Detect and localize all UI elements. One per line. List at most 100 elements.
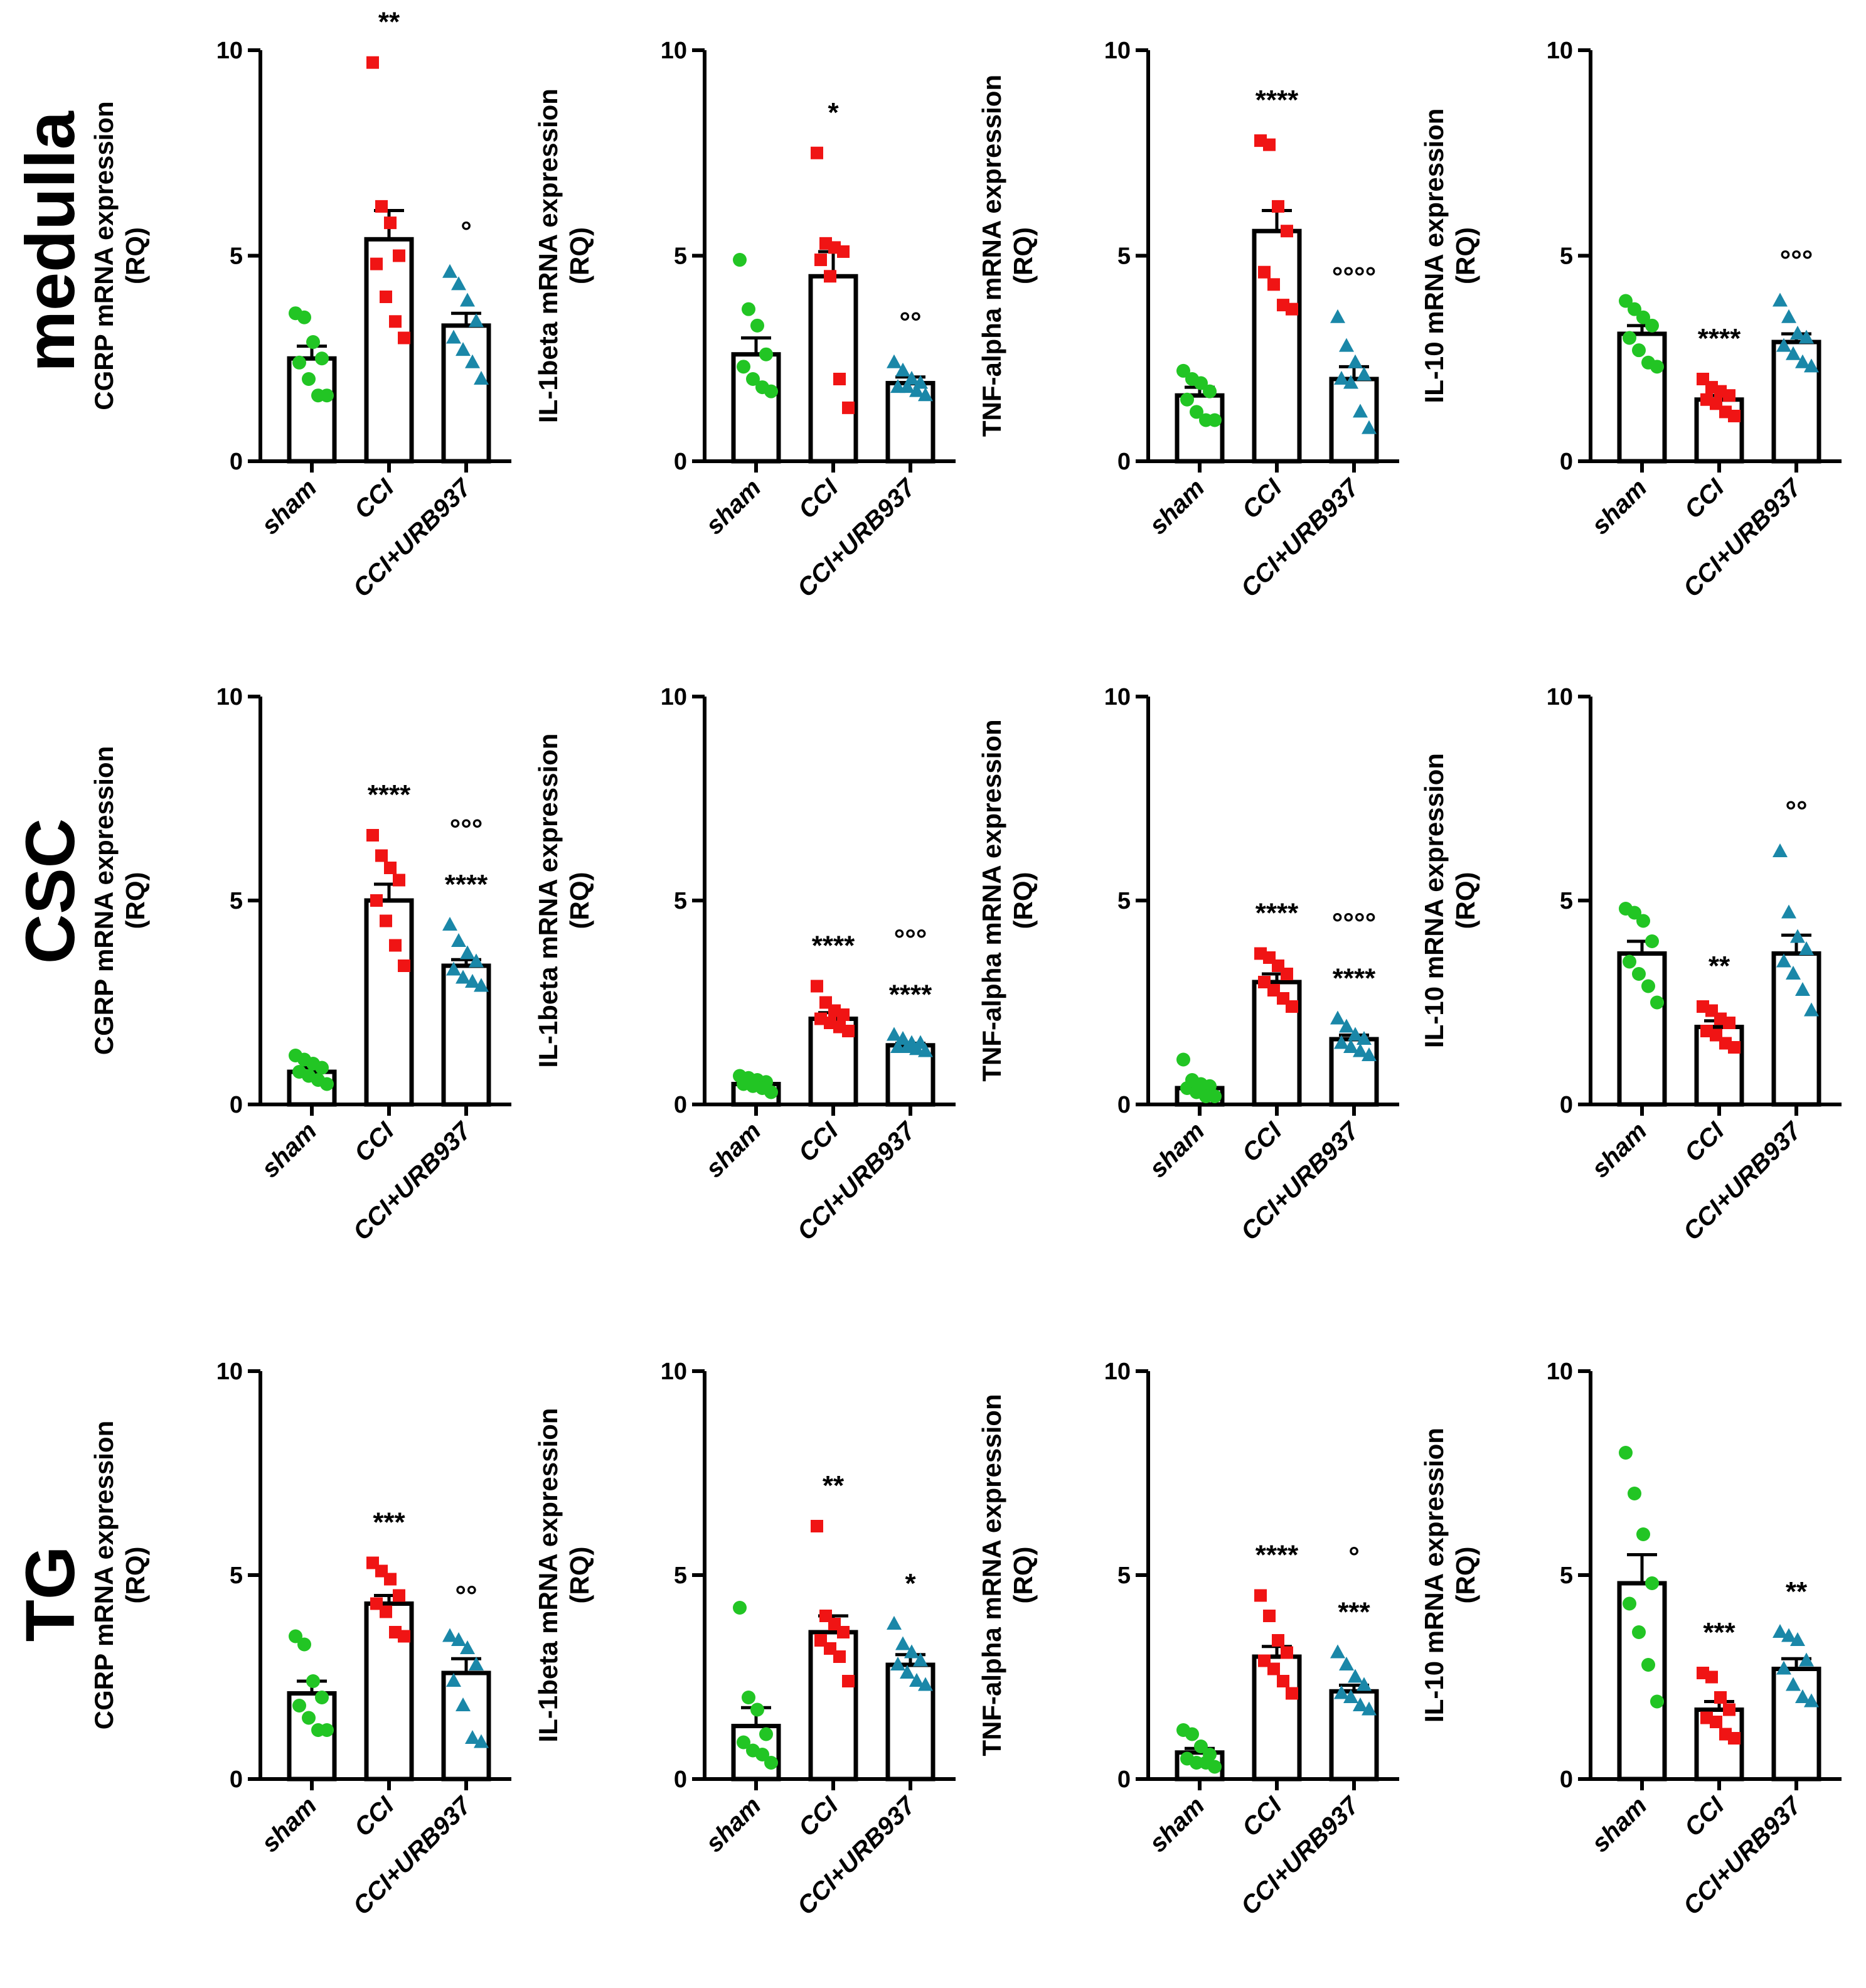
significance-label: ****: [1256, 898, 1299, 929]
data-point-sham: [742, 1691, 755, 1704]
data-point-cci+urb937: [1776, 953, 1791, 968]
significance-label: ****: [889, 980, 932, 1010]
significance-label: **: [1786, 1576, 1808, 1607]
data-point-cci+urb937: [1348, 1669, 1363, 1683]
data-point-cci+urb937: [469, 953, 484, 968]
data-point-sham: [1619, 1446, 1633, 1460]
y-axis-label-line: (RQ): [1008, 1547, 1038, 1604]
data-point-sham: [733, 1601, 747, 1615]
y-axis-label-line: (RQ): [120, 1547, 150, 1604]
x-tick-label-cci: CCI: [794, 1117, 844, 1167]
y-tick-label: 10: [1104, 1359, 1131, 1385]
y-axis-label-line: CGRP mRNA expression: [89, 101, 119, 410]
y-tick-label: 0: [1560, 1092, 1573, 1118]
data-point-cci+urb937: [474, 978, 489, 992]
significance-label: ****: [812, 931, 855, 961]
x-tick-label-cci: CCI: [1680, 1792, 1730, 1842]
data-point-cci+urb937: [1330, 309, 1345, 323]
data-point-sham: [1176, 363, 1190, 378]
data-point-cci: [398, 1630, 410, 1643]
data-point-cci: [1286, 302, 1298, 316]
data-point-sham: [1176, 1052, 1190, 1067]
data-point-cci: [837, 245, 850, 258]
data-point-sham: [742, 302, 755, 316]
data-point-sham: [1628, 302, 1641, 316]
data-point-cci+urb937: [904, 1644, 919, 1659]
data-point-cci+urb937: [1334, 1685, 1349, 1699]
y-axis-label: CGRP mRNA expression (RQ): [89, 101, 150, 410]
data-point-cci: [366, 829, 379, 842]
y-tick-label: 5: [1560, 243, 1573, 270]
data-point-cci: [370, 894, 383, 907]
significance-label: °°: [455, 1581, 477, 1611]
x-tick-label-sham: sham: [1144, 1117, 1210, 1183]
data-point-cci: [1272, 200, 1284, 213]
y-axis-label-line: (RQ): [1008, 227, 1038, 284]
data-point-sham: [292, 355, 306, 370]
data-point-cci+urb937: [1362, 1701, 1377, 1716]
data-point-cci+urb937: [465, 354, 480, 368]
y-axis-label-line: IL-1beta mRNA expression: [533, 734, 563, 1068]
y-axis-label: TNF-alpha mRNA expression (RQ): [977, 1394, 1038, 1756]
significance-label: *: [828, 97, 839, 128]
bar-cci+urb937: [441, 323, 491, 464]
y-tick-label: 5: [230, 243, 243, 270]
significance-label: ****: [1256, 85, 1299, 115]
data-point-cci+urb937: [909, 1673, 924, 1687]
significance-label: ***: [373, 1507, 405, 1538]
data-point-cci+urb937: [918, 1043, 933, 1057]
data-point-sham: [1208, 413, 1222, 427]
data-point-cci+urb937: [1339, 1018, 1354, 1033]
data-point-cci: [1705, 1670, 1718, 1684]
data-point-cci+urb937: [1343, 1689, 1358, 1703]
x-tick-label-cci: CCI: [1237, 1117, 1288, 1167]
bar-sham: [1617, 1581, 1667, 1782]
data-point-cci+urb937: [442, 1628, 457, 1642]
significance-label: *: [905, 1568, 916, 1599]
bar-cci+urb937: [1329, 377, 1379, 464]
data-point-sham: [302, 372, 316, 386]
significance-label: ****: [1698, 323, 1741, 354]
y-axis-label: IL-1beta mRNA expression (RQ): [533, 88, 594, 423]
data-point-sham: [1632, 343, 1646, 358]
data-point-sham: [1636, 914, 1650, 928]
data-point-sham: [746, 372, 760, 386]
y-tick-label: 0: [674, 1766, 687, 1793]
data-point-cci+urb937: [913, 1652, 928, 1667]
significance-label: ****: [445, 869, 488, 900]
data-point-cci+urb937: [474, 371, 489, 385]
data-point-cci+urb937: [465, 974, 480, 988]
y-tick-label: 10: [216, 1359, 243, 1385]
data-point-cci: [1263, 138, 1276, 151]
data-point-cci: [1728, 1041, 1741, 1054]
data-point-sham: [1180, 392, 1194, 407]
data-point-sham: [1645, 1576, 1659, 1590]
y-axis-label-line: (RQ): [1451, 1547, 1480, 1604]
data-point-sham: [320, 1077, 334, 1091]
bar-cci: [364, 898, 414, 1107]
y-axis-label-line: IL-10 mRNA expression: [1419, 109, 1449, 403]
y-axis-label-line: TNF-alpha mRNA expression: [977, 719, 1006, 1081]
data-point-cci: [1272, 1634, 1284, 1647]
data-point-cci+urb937: [1334, 1035, 1349, 1049]
x-tick-label-sham: sham: [256, 1117, 322, 1183]
data-point-cci+urb937: [446, 1673, 461, 1687]
bar-cci: [1694, 1025, 1744, 1107]
bar-cci+urb937: [441, 1670, 491, 1782]
y-axis-label-line: (RQ): [120, 227, 150, 284]
y-axis-label: CGRP mRNA expression (RQ): [89, 1421, 150, 1729]
y-tick-label: 5: [1117, 243, 1131, 270]
data-point-cci: [1710, 1716, 1722, 1728]
bar-cci: [808, 274, 858, 464]
x-tick-label-sham: sham: [1586, 1792, 1652, 1857]
data-point-cci+urb937: [1773, 292, 1788, 307]
row-label-csc: CSC: [12, 818, 89, 964]
data-point-cci+urb937: [451, 933, 466, 947]
x-tick-label-cci: CCI: [349, 474, 400, 524]
data-point-sham: [315, 1691, 329, 1704]
